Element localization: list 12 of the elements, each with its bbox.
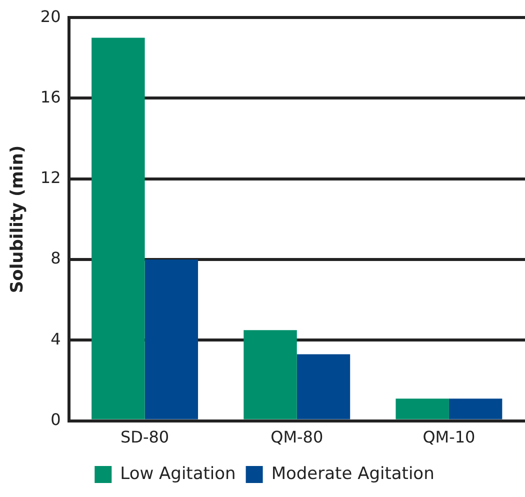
y-tick-label: 4 [50,329,61,348]
x-tick-label: QM-80 [270,428,324,447]
y-tick-label: 8 [50,248,61,268]
x-tick-label: SD-80 [120,428,170,447]
x-tick-label: QM-10 [422,428,476,447]
y-tick-label: 20 [40,6,61,26]
y-axis-title: Solubility (min) [8,145,28,294]
legend-label: Moderate Agitation [271,464,434,484]
legend-label: Low Agitation [120,464,236,484]
y-tick-label: 0 [50,410,61,429]
y-tick-label: 12 [40,168,61,188]
y-tick-label: 16 [40,87,61,106]
